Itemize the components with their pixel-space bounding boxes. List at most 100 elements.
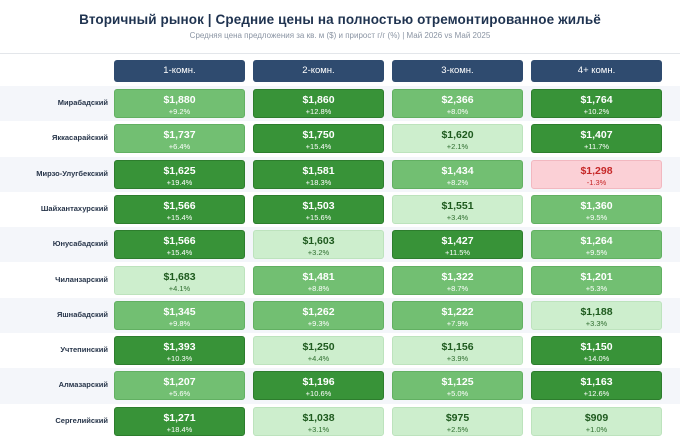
cell-price: $1,345 (163, 305, 196, 318)
heatmap-cell: $1,125 +5.0% (392, 371, 523, 401)
cell-price: $1,434 (441, 164, 474, 177)
heatmap-cell: $2,366 +8.0% (392, 89, 523, 118)
heatmap-cell: $1,566 +15.4% (114, 194, 245, 224)
cell-growth: +3.2% (307, 248, 330, 258)
cell-growth: +2.1% (446, 142, 469, 152)
cell-price: $2,366 (441, 94, 474, 106)
heatmap-cell: $1,620 +2.1% (392, 124, 523, 154)
cell-growth: +11.7% (583, 142, 610, 152)
cell-price: $1,551 (441, 199, 474, 212)
heatmap-cell: $1,481 +8.8% (253, 265, 384, 295)
cell-growth: +2.5% (446, 424, 469, 434)
cell-growth: +9.5% (585, 212, 608, 222)
row-label: Юнусабадский (52, 239, 108, 249)
cell-price: $1,503 (302, 199, 335, 212)
cell-price: $1,603 (302, 235, 335, 248)
heatmap-cell: $1,860 +12.8% (253, 89, 384, 118)
heatmap-cell: $1,503 +15.6% (253, 194, 384, 224)
cell-price: $1,262 (302, 305, 335, 318)
cell-growth: +12.6% (583, 389, 610, 399)
heatmap-cell: $1,581 +18.3% (253, 159, 384, 189)
cell-price: $1,393 (163, 341, 196, 354)
cell-price: $1,038 (302, 411, 335, 424)
cell-price: $1,207 (163, 376, 196, 389)
cell-price: $1,201 (580, 270, 613, 283)
column-header: 4+ комн. (531, 60, 662, 82)
row-label: Яккасарайский (51, 133, 108, 143)
cell-price: $1,150 (580, 341, 613, 354)
cell-growth: +3.1% (307, 424, 330, 434)
row-label: Учтепинский (60, 345, 108, 355)
heatmap-cell: $1,262 +9.3% (253, 300, 384, 330)
column-header: 3-комн. (392, 60, 523, 82)
heatmap-cell: $1,156 +3.9% (392, 336, 523, 366)
cell-price: $1,250 (302, 341, 335, 354)
cell-growth: +8.2% (446, 177, 469, 187)
heatmap-cell: $1,207 +5.6% (114, 371, 245, 401)
cell-price: $1,271 (163, 411, 196, 424)
cell-growth: +9.2% (168, 107, 191, 116)
cell-growth: +8.0% (446, 107, 469, 116)
heatmap-cell: $1,222 +7.9% (392, 300, 523, 330)
cell-growth: +10.2% (583, 107, 610, 116)
heatmap-cell: $1,625 +19.4% (114, 159, 245, 189)
cell-growth: +12.8% (305, 107, 332, 116)
row-label: Мирабадский (57, 98, 108, 107)
cell-price: $1,188 (580, 305, 613, 318)
cell-price: $1,581 (302, 164, 335, 177)
heatmap-cell: $1,201 +5.3% (531, 265, 662, 295)
cell-growth: +14.0% (583, 354, 610, 364)
cell-price: $1,481 (302, 270, 335, 283)
cell-price: $975 (445, 411, 470, 424)
cell-price: $1,163 (580, 376, 613, 389)
cell-growth: +10.3% (166, 354, 193, 364)
cell-price: $1,427 (441, 235, 474, 248)
cell-growth: +3.3% (585, 318, 608, 328)
cell-price: $1,125 (441, 376, 474, 389)
cell-price: $1,264 (580, 235, 613, 248)
cell-growth: +9.3% (307, 318, 330, 328)
column-header: 1-комн. (114, 60, 245, 82)
heatmap-cell: $1,163 +12.6% (531, 371, 662, 401)
row-label: Алмазарский (58, 380, 108, 390)
cell-growth: +3.9% (446, 354, 469, 364)
cell-growth: +10.6% (305, 389, 332, 399)
cell-price: $1,566 (163, 199, 196, 212)
heatmap-cell: $1,271 +18.4% (114, 406, 245, 436)
heatmap-cell: $1,427 +11.5% (392, 230, 523, 260)
cell-price: $1,880 (163, 94, 196, 106)
heatmap-cell: $1,603 +3.2% (253, 230, 384, 260)
cell-price: $1,222 (441, 305, 474, 318)
row-label: Яшнабадский (57, 309, 108, 319)
cell-growth: +9.8% (168, 318, 191, 328)
cell-price: $1,566 (163, 235, 196, 248)
cell-price: $1,764 (580, 94, 613, 106)
cell-price: $1,156 (441, 341, 474, 354)
row-label: Сергелийский (55, 415, 108, 425)
heatmap-cell: $1,880 +9.2% (114, 89, 245, 118)
cell-price: $1,620 (441, 129, 474, 142)
cell-price: $1,298 (580, 164, 613, 177)
heatmap-cell: $1,750 +15.4% (253, 124, 384, 154)
heatmap-cell: $1,298 -1.3% (531, 159, 662, 189)
cell-growth: +15.6% (305, 212, 332, 222)
cell-price: $1,407 (580, 129, 613, 142)
cell-price: $1,360 (580, 199, 613, 212)
cell-price: $1,737 (163, 129, 196, 142)
heatmap-cell: $1,038 +3.1% (253, 406, 384, 436)
heatmap-cell: $1,250 +4.4% (253, 336, 384, 366)
cell-growth: +9.5% (585, 248, 608, 258)
cell-growth: +18.3% (305, 177, 332, 187)
cell-growth: +3.4% (446, 212, 469, 222)
heatmap-cell: $1,737 +6.4% (114, 124, 245, 154)
cell-growth: +7.9% (446, 318, 469, 328)
row-label: Чиланзарский (55, 274, 108, 284)
heatmap-cell: $1,345 +9.8% (114, 300, 245, 330)
chart-title: Вторичный рынок | Средние цены на полнос… (79, 12, 601, 27)
heatmap-cell: $1,434 +8.2% (392, 159, 523, 189)
cell-growth: +18.4% (166, 424, 193, 434)
chart-subtitle: Средняя цена предложения за кв. м ($) и … (189, 31, 491, 40)
heatmap-cell: $1,551 +3.4% (392, 194, 523, 224)
cell-price: $1,750 (302, 129, 335, 142)
heatmap-cell: $909 +1.0% (531, 406, 662, 436)
